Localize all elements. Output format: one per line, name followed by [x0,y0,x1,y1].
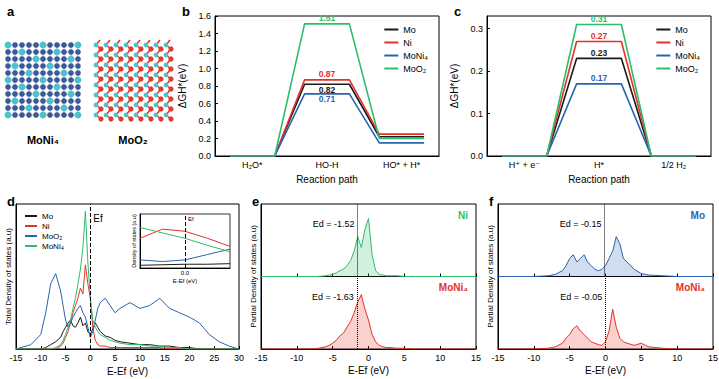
svg-text:-5: -5 [329,353,337,363]
svg-text:0.2: 0.2 [470,66,483,76]
svg-text:0.4: 0.4 [198,116,211,126]
svg-text:MoNi₄: MoNi₄ [403,51,428,61]
svg-text:Mo: Mo [403,25,416,35]
svg-text:0.0: 0.0 [470,151,483,161]
svg-text:c: c [454,4,461,19]
svg-text:0.87: 0.87 [319,69,336,79]
svg-text:a: a [7,4,15,19]
svg-text:-15: -15 [9,353,22,363]
svg-text:0: 0 [603,353,608,363]
svg-text:Ni: Ni [42,222,50,231]
svg-text:0.6: 0.6 [198,99,211,109]
svg-text:-15: -15 [491,353,504,363]
svg-text:0.17: 0.17 [591,73,608,83]
svg-text:MoNi₄: MoNi₄ [675,51,700,61]
svg-text:MoNi₄: MoNi₄ [42,242,64,251]
svg-text:10: 10 [135,353,145,363]
svg-text:MoO₂: MoO₂ [118,134,147,146]
svg-text:MoO₂: MoO₂ [675,64,699,74]
svg-text:-15: -15 [254,353,267,363]
svg-text:0.2: 0.2 [198,134,211,144]
svg-text:E-Ef (eV): E-Ef (eV) [173,278,198,284]
svg-text:Ed = -1.63: Ed = -1.63 [312,292,354,302]
svg-text:b: b [182,4,190,19]
svg-text:f: f [489,194,494,209]
svg-text:0.0: 0.0 [198,151,211,161]
svg-text:1.2: 1.2 [198,46,211,56]
svg-text:5: 5 [402,353,407,363]
svg-text:-5: -5 [566,353,574,363]
svg-text:Reaction path: Reaction path [296,174,358,185]
svg-text:Ed = -0.05: Ed = -0.05 [560,292,602,302]
svg-text:5: 5 [113,353,118,363]
svg-text:MoO₂: MoO₂ [42,232,62,241]
svg-text:Density of states (a.u): Density of states (a.u) [131,214,137,268]
svg-text:5: 5 [639,353,644,363]
svg-text:0.0: 0.0 [181,270,190,276]
svg-text:30: 30 [234,353,244,363]
svg-text:E-Ef (eV): E-Ef (eV) [107,366,148,377]
svg-text:0.71: 0.71 [319,94,336,104]
svg-text:10: 10 [672,353,682,363]
svg-text:-10: -10 [290,353,303,363]
svg-text:e: e [252,194,259,209]
svg-text:Mo: Mo [691,210,705,221]
svg-text:HO* + H*: HO* + H* [383,160,421,170]
svg-text:0.3: 0.3 [470,24,483,34]
svg-text:25: 25 [209,353,219,363]
svg-text:15: 15 [471,353,481,363]
svg-text:MoNi₄: MoNi₄ [439,282,468,293]
svg-text:MoNi₄: MoNi₄ [27,134,59,146]
svg-text:0.82: 0.82 [318,84,336,95]
svg-text:MoO₂: MoO₂ [403,64,427,74]
svg-text:1.4: 1.4 [198,29,211,39]
svg-text:1.0: 1.0 [198,64,211,74]
svg-text:-10: -10 [34,353,47,363]
svg-text:E-Ef (eV): E-Ef (eV) [585,365,626,376]
svg-text:15: 15 [708,353,718,363]
svg-text:ΔGH*(eV): ΔGH*(eV) [449,64,460,108]
svg-text:0.31: 0.31 [591,14,608,24]
svg-text:Mo: Mo [675,25,688,35]
svg-text:10: 10 [435,353,445,363]
svg-text:0: 0 [366,353,371,363]
svg-text:Ni: Ni [675,38,684,48]
svg-text:1/2 H₂: 1/2 H₂ [661,160,687,170]
svg-text:H⁺ + e⁻: H⁺ + e⁻ [509,160,541,170]
svg-text:0.27: 0.27 [591,31,608,41]
svg-text:Partial Density of states (a.u: Partial Density of states (a.u) [249,225,258,328]
svg-text:Mo: Mo [42,212,54,221]
svg-text:1.6: 1.6 [198,11,211,21]
svg-text:-10: -10 [527,353,540,363]
svg-text:1.51: 1.51 [319,13,336,23]
svg-text:-5: -5 [62,353,70,363]
svg-text:20: 20 [184,353,194,363]
svg-text:Ni: Ni [403,38,412,48]
svg-text:Ni: Ni [458,210,468,221]
svg-text:d: d [7,194,15,209]
svg-text:Ed = -0.15: Ed = -0.15 [560,219,602,229]
svg-text:0.23: 0.23 [591,48,608,58]
svg-text:Ed = -1.52: Ed = -1.52 [313,219,355,229]
svg-text:HO-H: HO-H [316,160,339,170]
svg-text:MoNi₄: MoNi₄ [676,282,705,293]
svg-text:0.1: 0.1 [470,109,483,119]
svg-text:H*: H* [594,160,604,170]
svg-text:E-Ef (eV): E-Ef (eV) [348,365,389,376]
svg-text:Ef: Ef [188,216,194,222]
svg-text:15: 15 [160,353,170,363]
svg-text:0.8: 0.8 [198,81,211,91]
svg-text:Reaction path: Reaction path [568,174,630,185]
svg-text:ΔGH*(eV): ΔGH*(eV) [177,64,188,108]
svg-text:Ef: Ef [93,213,103,224]
svg-text:H₂O*: H₂O* [242,160,263,170]
svg-text:0: 0 [88,353,93,363]
svg-text:Total Density of states (a.u): Total Density of states (a.u) [4,228,13,325]
svg-text:Partial Density of states (a.u: Partial Density of states (a.u) [486,225,495,328]
